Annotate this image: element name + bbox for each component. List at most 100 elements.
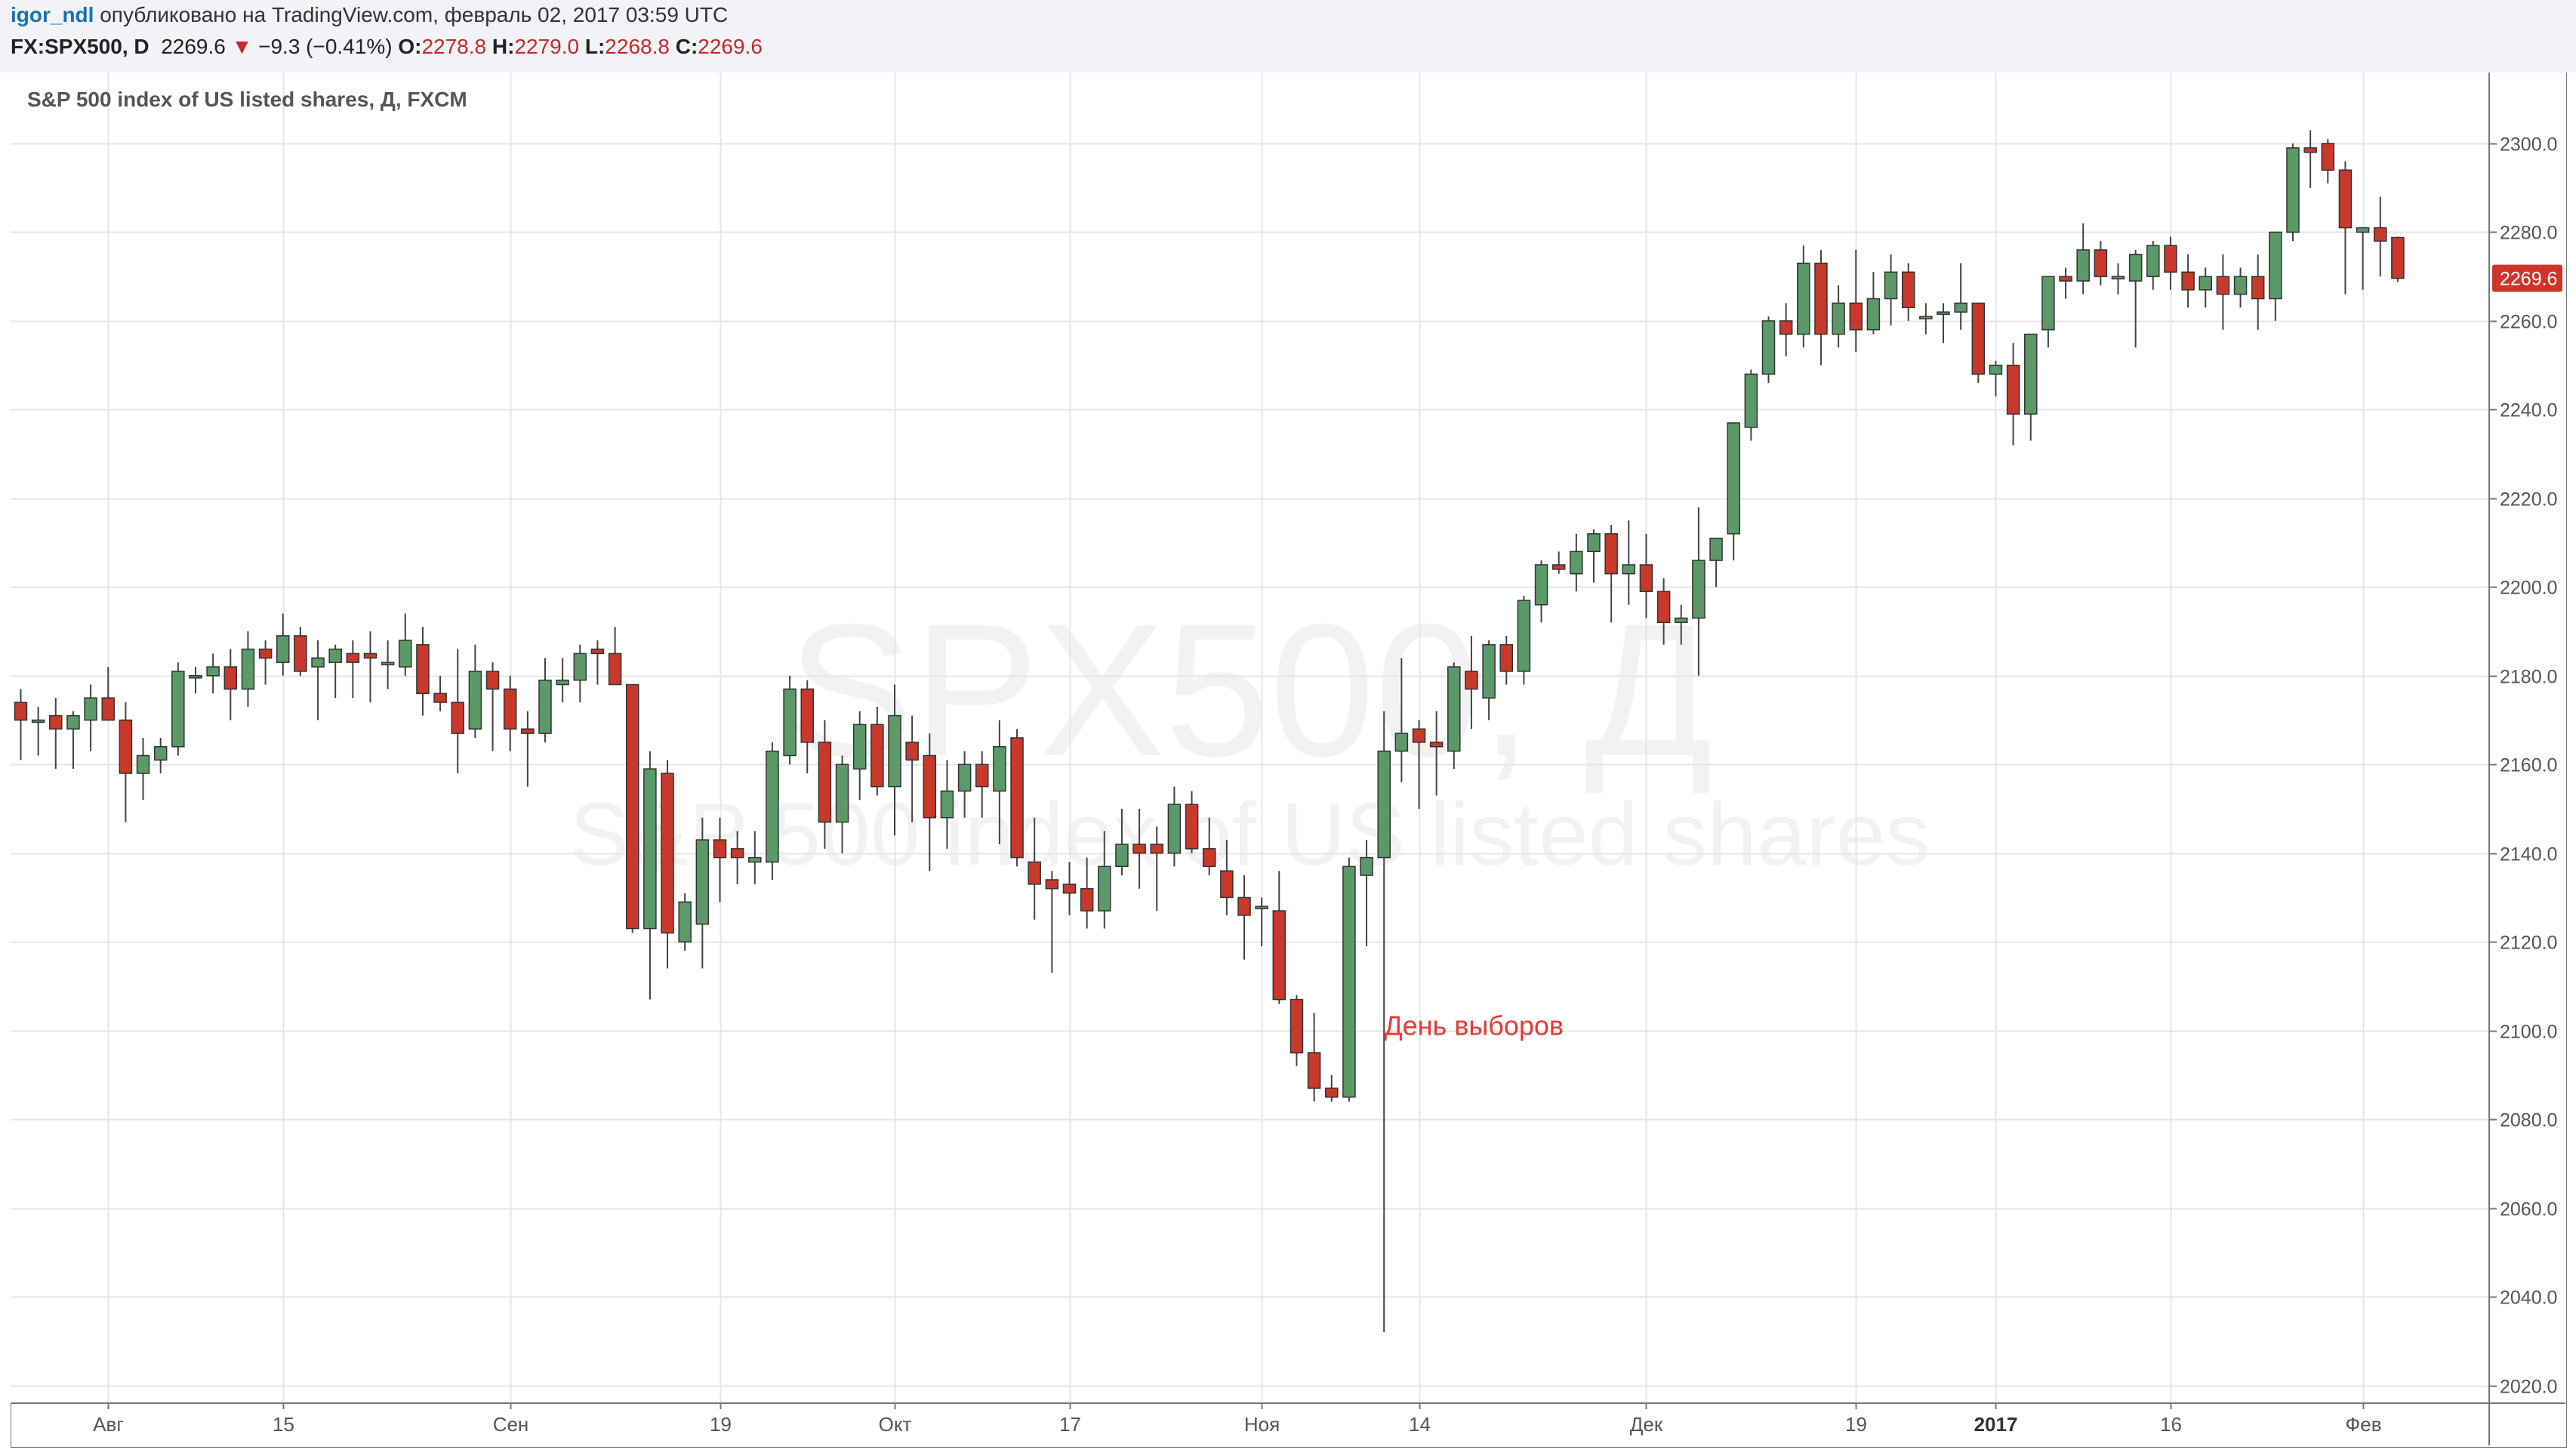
candle — [1534, 560, 1548, 623]
candle — [538, 658, 552, 742]
candle — [66, 711, 80, 770]
candle-body — [1587, 533, 1601, 553]
candle-body — [1167, 804, 1182, 854]
x-tick-label: Дек — [1630, 1413, 1663, 1436]
x-tick-label: Фев — [2345, 1413, 2381, 1436]
y-tick-label: 2040.0 — [2500, 1288, 2557, 1309]
candle-body — [1115, 844, 1129, 868]
y-tick-label: 2060.0 — [2500, 1199, 2557, 1220]
candle-body — [223, 666, 238, 690]
candle-body — [818, 742, 832, 823]
candle-body — [328, 648, 342, 663]
candle-body — [1482, 643, 1496, 699]
candle — [818, 720, 832, 849]
candle-body — [1692, 560, 1706, 619]
candle — [783, 675, 797, 765]
candle-body — [1098, 865, 1111, 912]
candle-body — [1447, 666, 1461, 752]
candle-body — [766, 750, 779, 863]
candle — [101, 667, 115, 721]
candle-body — [2024, 333, 2038, 415]
candle-body — [84, 697, 97, 721]
candle — [1255, 897, 1268, 947]
candle-body — [468, 671, 482, 730]
candle — [1971, 302, 1986, 384]
candle — [1325, 1075, 1339, 1102]
candle — [888, 684, 901, 836]
candle — [1954, 263, 1967, 330]
candle — [14, 689, 28, 760]
author-link[interactable]: igor_ndl — [11, 3, 94, 26]
close-label: C: — [675, 35, 698, 58]
candle-body — [2041, 276, 2055, 331]
candle — [416, 627, 430, 716]
candle-body — [2303, 147, 2317, 153]
watermark-description: S&P 500 index of US listed shares — [570, 785, 1930, 884]
candle-body — [1394, 733, 1409, 752]
candle — [1692, 507, 1706, 676]
candle-body — [2181, 271, 2195, 291]
candle — [957, 751, 972, 818]
candle — [590, 640, 605, 685]
candle-body — [590, 648, 605, 655]
candle-body — [1377, 750, 1391, 859]
x-tick-label: Сен — [493, 1413, 529, 1436]
candle-body — [2006, 364, 2020, 415]
candle-body — [940, 790, 954, 819]
candle-body — [556, 679, 569, 686]
candle-body — [678, 901, 692, 942]
candle-body — [1150, 844, 1163, 854]
y-tick-label: 2240.0 — [2500, 400, 2557, 421]
candle — [1989, 360, 2003, 396]
y-tick-label: 2260.0 — [2500, 312, 2557, 333]
low-label: L: — [584, 35, 605, 58]
candle — [328, 644, 342, 699]
candle — [1482, 640, 1496, 720]
candle — [2374, 196, 2387, 277]
candle — [2128, 249, 2143, 348]
symbol-line: FX:SPX500, D 2269.6 ▼ −9.3 (−0.41%) O:22… — [11, 35, 763, 59]
x-tick-label: 19 — [710, 1413, 732, 1436]
candle — [923, 733, 937, 872]
candle — [2233, 267, 2248, 308]
price-change: −9.3 (−0.41%) — [258, 35, 393, 58]
candle-body — [1185, 804, 1199, 850]
candle — [1797, 245, 1810, 348]
candle — [2338, 161, 2353, 295]
candle-body — [748, 856, 762, 863]
candle-body — [573, 652, 587, 681]
candle-body — [101, 697, 115, 721]
candle-body — [2286, 147, 2300, 233]
candle-body — [852, 723, 867, 770]
open-label: O: — [398, 35, 422, 58]
candle — [1919, 303, 1933, 335]
candle-body — [1884, 271, 1898, 300]
candle — [1499, 635, 1513, 685]
candle-body — [1290, 998, 1304, 1054]
candle — [2059, 267, 2072, 299]
candle — [1570, 533, 1583, 592]
candle — [835, 755, 849, 853]
candle — [2303, 130, 2317, 188]
candle — [940, 760, 954, 849]
y-tick-label: 2080.0 — [2500, 1110, 2557, 1131]
candle-body — [1255, 905, 1268, 909]
candle — [223, 649, 238, 720]
x-tick-label: 17 — [1059, 1413, 1081, 1436]
candle — [1429, 711, 1444, 796]
candle-body — [2356, 227, 2370, 233]
candle-body — [1499, 643, 1513, 672]
candle-body — [1832, 302, 1845, 335]
candle — [31, 706, 45, 756]
candle-body — [713, 839, 727, 859]
candle-body — [346, 652, 360, 663]
candle — [2391, 236, 2405, 282]
election-day-annotation: День выборов — [1384, 1010, 1564, 1041]
candle — [748, 831, 762, 884]
candle — [1849, 249, 1863, 353]
last-price-label-bg — [2492, 264, 2562, 292]
candle — [2321, 139, 2335, 184]
candle — [800, 680, 814, 773]
candle — [1761, 316, 1776, 384]
